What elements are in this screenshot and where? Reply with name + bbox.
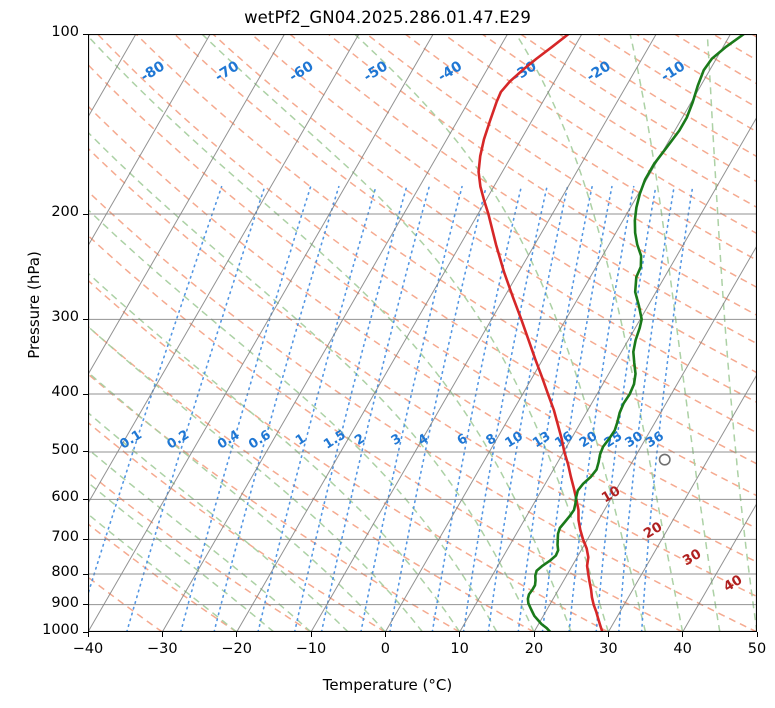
svg-text:30: 30 bbox=[680, 546, 704, 569]
x-tick-mark bbox=[533, 632, 535, 637]
sounding-profiles bbox=[477, 34, 746, 632]
x-tick-label: −20 bbox=[221, 641, 252, 657]
y-tick-label: 100 bbox=[51, 24, 79, 40]
x-tick-mark bbox=[161, 632, 163, 637]
y-tick-mark bbox=[83, 498, 88, 500]
skewt-plot-svg: -80 -70 -60 -50 -40 -30 -20 -10 0.1 0.2 0.4 0.6 1 1.… bbox=[88, 34, 757, 632]
x-tick-label: −30 bbox=[147, 641, 178, 657]
y-tick-mark bbox=[83, 213, 88, 215]
svg-text:-20: -20 bbox=[584, 58, 614, 85]
y-tick-label: 1000 bbox=[42, 622, 79, 638]
svg-text:10: 10 bbox=[599, 483, 623, 506]
x-tick-label: 40 bbox=[673, 641, 692, 657]
profile-temperature bbox=[477, 34, 604, 632]
lcl-marker bbox=[658, 453, 671, 466]
plot-area: -80 -70 -60 -50 -40 -30 -20 -10 0.1 0.2 0.4 0.6 1 1.… bbox=[88, 34, 757, 632]
x-tick-mark bbox=[87, 632, 89, 637]
y-tick-label: 800 bbox=[51, 564, 79, 581]
svg-text:6: 6 bbox=[455, 431, 471, 449]
y-tick-mark bbox=[83, 631, 88, 633]
moist-adiabat-lines bbox=[88, 34, 757, 632]
x-tick-label: 20 bbox=[524, 641, 544, 657]
y-tick-mark bbox=[83, 393, 88, 395]
svg-text:30: 30 bbox=[623, 429, 646, 451]
svg-text:-40: -40 bbox=[435, 58, 465, 85]
svg-text:2: 2 bbox=[352, 431, 368, 449]
isotherm-lines bbox=[88, 34, 757, 632]
plot-frame bbox=[88, 34, 757, 632]
y-tick-label: 400 bbox=[51, 384, 79, 401]
page-title: wetPf2_GN04.2025.286.01.47.E29 bbox=[244, 8, 531, 27]
svg-text:-70: -70 bbox=[212, 58, 242, 85]
x-tick-mark bbox=[310, 632, 312, 637]
x-tick-mark bbox=[384, 632, 386, 637]
y-tick-label: 500 bbox=[51, 441, 79, 458]
svg-text:3: 3 bbox=[389, 431, 405, 449]
profile-dewpoint bbox=[526, 34, 746, 632]
x-tick-mark bbox=[607, 632, 609, 637]
svg-text:0.1: 0.1 bbox=[117, 428, 144, 453]
y-tick-mark bbox=[83, 573, 88, 575]
svg-text:0.6: 0.6 bbox=[246, 428, 273, 453]
y-tick-label: 300 bbox=[51, 309, 79, 326]
y-tick-mark bbox=[83, 451, 88, 453]
svg-text:20: 20 bbox=[577, 429, 600, 451]
y-tick-label: 900 bbox=[51, 594, 79, 611]
x-tick-label: 0 bbox=[380, 641, 390, 657]
x-tick-mark bbox=[682, 632, 684, 637]
x-tick-mark bbox=[756, 632, 758, 637]
svg-text:13: 13 bbox=[530, 429, 553, 451]
svg-text:1.5: 1.5 bbox=[321, 428, 348, 453]
svg-text:0.2: 0.2 bbox=[165, 428, 192, 453]
svg-text:-80: -80 bbox=[138, 58, 168, 85]
y-tick-label: 600 bbox=[51, 489, 79, 506]
y-tick-mark bbox=[83, 33, 88, 35]
svg-text:36: 36 bbox=[643, 429, 666, 451]
x-axis-label: Temperature (°C) bbox=[322, 676, 453, 694]
y-axis-label: Pressure (hPa) bbox=[25, 251, 43, 359]
x-tick-label: 30 bbox=[599, 641, 618, 657]
svg-text:-60: -60 bbox=[287, 58, 317, 85]
x-tick-mark bbox=[236, 632, 238, 637]
svg-text:-10: -10 bbox=[658, 58, 688, 85]
x-tick-label: 10 bbox=[450, 641, 469, 657]
svg-text:0.4: 0.4 bbox=[215, 428, 242, 453]
x-tick-label: −40 bbox=[72, 641, 104, 657]
svg-text:40: 40 bbox=[721, 572, 745, 595]
svg-text:-30: -30 bbox=[510, 58, 540, 85]
svg-text:10: 10 bbox=[503, 429, 526, 451]
x-tick-mark bbox=[459, 632, 461, 637]
y-tick-mark bbox=[83, 538, 88, 540]
isobar-lines bbox=[88, 34, 757, 632]
y-tick-mark bbox=[83, 318, 88, 320]
x-tick-label: 50 bbox=[747, 641, 767, 657]
dry-adiabat-lines bbox=[88, 34, 757, 632]
x-tick-label: −10 bbox=[295, 641, 327, 657]
y-tick-label: 700 bbox=[51, 529, 79, 546]
y-tick-label: 200 bbox=[51, 204, 79, 221]
svg-text:-50: -50 bbox=[361, 58, 391, 85]
y-tick-mark bbox=[83, 604, 88, 606]
isotherm-labels: -80 -70 -60 -50 -40 -30 -20 -10 bbox=[138, 58, 688, 85]
